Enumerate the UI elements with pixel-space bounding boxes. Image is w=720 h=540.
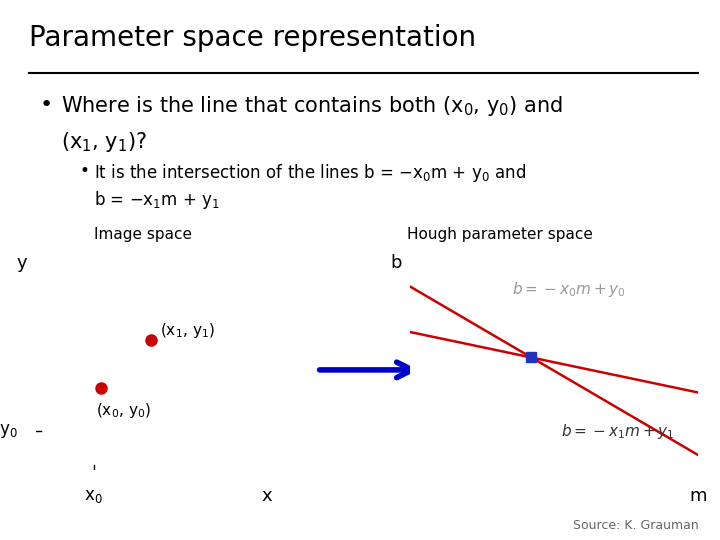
Text: Where is the line that contains both (x$_0$, y$_0$) and: Where is the line that contains both (x$…	[61, 94, 563, 118]
Text: •: •	[79, 162, 89, 180]
Text: Image space: Image space	[94, 227, 192, 242]
Text: Parameter space representation: Parameter space representation	[29, 24, 476, 52]
Text: b: b	[390, 254, 402, 272]
Text: m: m	[690, 487, 707, 505]
Text: Source: K. Grauman: Source: K. Grauman	[572, 519, 698, 532]
Text: Hough parameter space: Hough parameter space	[407, 227, 593, 242]
Text: y$_0$: y$_0$	[0, 422, 17, 440]
Text: $b = -x_0 m + y_0$: $b = -x_0 m + y_0$	[512, 280, 626, 299]
Text: y: y	[17, 254, 27, 272]
Text: b = $-$x$_1$m + y$_1$: b = $-$x$_1$m + y$_1$	[94, 189, 220, 211]
Text: (x$_1$, y$_1$)?: (x$_1$, y$_1$)?	[61, 130, 148, 153]
Text: x: x	[261, 487, 271, 505]
Text: (x$_1$, y$_1$): (x$_1$, y$_1$)	[161, 321, 215, 340]
Text: $b = -x_1 m + y_1$: $b = -x_1 m + y_1$	[561, 422, 675, 441]
Text: (x$_0$, y$_0$): (x$_0$, y$_0$)	[96, 401, 151, 420]
Text: It is the intersection of the lines b = $-$x$_0$m + y$_0$ and: It is the intersection of the lines b = …	[94, 162, 526, 184]
Text: •: •	[40, 94, 53, 114]
Text: x$_0$: x$_0$	[84, 487, 103, 505]
